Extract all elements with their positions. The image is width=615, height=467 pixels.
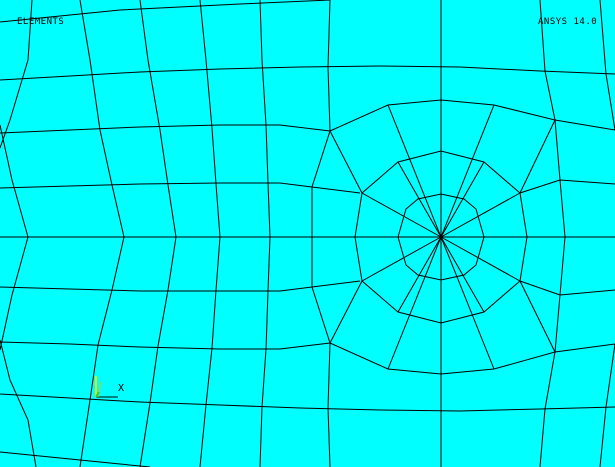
mesh-row-line: [554, 119, 615, 131]
radial-spoke: [361, 236, 442, 282]
triad-x-label: X: [118, 383, 125, 394]
mesh-col-line: [599, 0, 615, 131]
mesh-connector: [329, 280, 363, 344]
mesh-col-line: [0, 339, 37, 467]
mesh-connector: [329, 130, 363, 194]
mesh-col-line: [139, 0, 177, 467]
mesh-row-line: [0, 280, 361, 292]
mesh-col-line: [259, 0, 271, 467]
mesh-col-line: [0, 0, 33, 149]
mesh-col-line: [79, 0, 125, 467]
radial-spoke: [440, 236, 521, 282]
radial-spoke: [440, 104, 495, 238]
mesh-col-line: [539, 351, 556, 467]
mesh-row-line: [0, 451, 151, 467]
radial-spoke: [397, 161, 442, 238]
mesh-connector: [519, 280, 561, 296]
viewport-title: ELEMENTS: [17, 17, 65, 27]
mesh-row-line: [0, 341, 331, 350]
software-version: ANSYS 14.0: [538, 17, 598, 27]
radial-spoke: [440, 161, 485, 238]
mesh-connector: [519, 119, 556, 194]
mesh-col-line: [599, 343, 615, 467]
radial-spoke: [387, 236, 442, 370]
mesh-row-line: [0, 0, 331, 23]
mesh-col-line: [199, 0, 221, 467]
radial-spoke: [440, 236, 495, 370]
radial-spoke: [397, 236, 442, 313]
mesh-col-line: [0, 124, 29, 351]
radial-spoke: [440, 236, 485, 313]
mesh-col-line: [327, 0, 331, 132]
mesh-row-line: [559, 179, 615, 185]
radial-spoke: [387, 104, 442, 238]
mesh-connector: [519, 179, 561, 194]
mesh-row-line: [0, 182, 361, 194]
coordinate-triad: [95, 376, 118, 398]
radial-spoke: [361, 192, 442, 238]
triad-z-axis: [95, 391, 100, 398]
mesh-col-line: [327, 342, 331, 467]
mesh-row-line: [0, 65, 615, 81]
mesh-row-line: [554, 343, 615, 353]
mesh-row-line: [0, 124, 331, 134]
mesh-row-line: [559, 289, 615, 296]
mesh-row-line: [0, 393, 615, 412]
mesh-connector: [519, 280, 556, 353]
mesh-col-line: [539, 0, 556, 121]
radial-spoke: [440, 192, 521, 238]
